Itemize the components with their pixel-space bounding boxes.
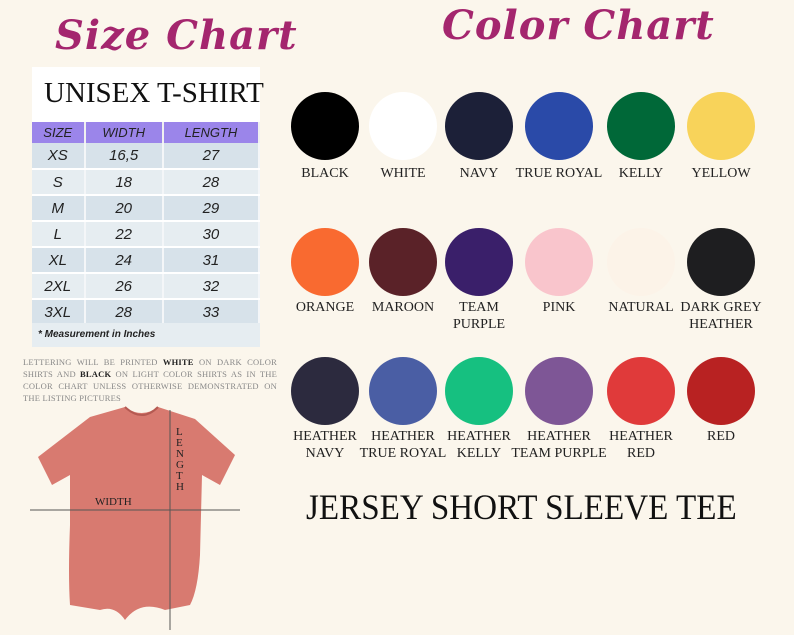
color-swatch (525, 228, 593, 296)
size-cell: 22 (84, 221, 164, 248)
notice-text: ON DARK COLOR SHIRTS AND (23, 357, 277, 379)
header-length: LENGTH (162, 122, 261, 143)
size-row: XS 16,5 27 (32, 143, 261, 170)
color-label: KELLY (618, 166, 664, 181)
color-swatch (369, 92, 437, 160)
color-swatch (445, 357, 513, 425)
size-cell: 2XL (32, 273, 86, 300)
color-label: TRUE ROYAL (515, 166, 603, 181)
size-cell: 28 (162, 169, 261, 196)
size-cell: 30 (162, 221, 261, 248)
size-cell: M (32, 195, 86, 222)
notice-text: LETTERING WILL BE PRINTED (23, 357, 163, 367)
size-cell: 32 (162, 273, 261, 300)
color-label: TEAM PURPLE (452, 300, 506, 332)
color-swatch (525, 357, 593, 425)
size-table-subtitle: UNISEX T-SHIRT (44, 77, 264, 109)
size-row: S 18 28 (32, 169, 261, 196)
size-cell: 20 (84, 195, 164, 222)
notice-text: ON LIGHT COLOR SHIRTS AS IN THE COLOR CH… (23, 369, 278, 403)
header-width: WIDTH (84, 122, 164, 143)
size-cell: 29 (162, 195, 261, 222)
size-cell: 28 (84, 299, 164, 326)
size-row: L 22 30 (32, 221, 261, 248)
color-swatch (607, 228, 675, 296)
size-table-panel: UNISEX T-SHIRT SIZE WIDTH LENGTH XS 16,5 2… (32, 67, 264, 347)
color-swatch (687, 92, 755, 160)
lettering-notice: LETTERING WILL BE PRINTED WHITE ON DARK … (23, 356, 277, 404)
color-label: NAVY (459, 166, 499, 181)
color-label: NATURAL (608, 300, 674, 315)
color-label: BLACK (301, 166, 349, 181)
size-row: 3XL 28 33 (32, 299, 261, 326)
color-swatch (607, 357, 675, 425)
size-cell: 33 (162, 299, 261, 326)
color-swatch (687, 357, 755, 425)
color-swatch (607, 92, 675, 160)
notice-black: BLACK (80, 369, 112, 379)
color-swatch (525, 92, 593, 160)
color-label: DARK GREY HEATHER (680, 300, 762, 332)
size-cell: 18 (84, 169, 164, 196)
width-label: WIDTH (95, 496, 132, 508)
size-chart-title: Size Chart (55, 12, 298, 59)
color-label: HEATHER TEAM PURPLE (511, 429, 607, 461)
color-label: RED (707, 429, 735, 444)
color-label: HEATHER NAVY (293, 429, 357, 461)
color-label: HEATHER RED (609, 429, 673, 461)
size-cell: 26 (84, 273, 164, 300)
size-row: 2XL 26 32 (32, 273, 261, 300)
size-cell: 31 (162, 247, 261, 274)
color-swatch (445, 92, 513, 160)
size-row: M 20 29 (32, 195, 261, 222)
color-label: PINK (542, 300, 576, 315)
color-label: WHITE (380, 166, 426, 181)
color-chart-title: Color Chart (442, 2, 715, 49)
color-swatch (291, 228, 359, 296)
color-label: HEATHER TRUE ROYAL (359, 429, 447, 461)
header-size: SIZE (32, 122, 86, 143)
color-swatch (445, 228, 513, 296)
size-cell: XL (32, 247, 86, 274)
color-swatch (291, 357, 359, 425)
color-swatch (291, 92, 359, 160)
color-label: ORANGE (295, 300, 355, 315)
color-label: HEATHER KELLY (447, 429, 511, 461)
size-cell: XS (32, 143, 86, 170)
size-cell: L (32, 221, 86, 248)
color-swatch (687, 228, 755, 296)
size-table: SIZE WIDTH LENGTH XS 16,5 27 S 18 28 M 20 29 L 22 3… (32, 122, 261, 326)
size-cell: 3XL (32, 299, 86, 326)
color-label: MAROON (371, 300, 435, 315)
notice-white: WHITE (162, 357, 194, 367)
size-row: XL 24 31 (32, 247, 261, 274)
color-label: YELLOW (691, 166, 751, 181)
size-cell: 27 (162, 143, 261, 170)
measurement-note: * Measurement in Inches (32, 323, 260, 347)
product-name: JERSEY SHORT SLEEVE TEE (306, 487, 737, 527)
size-cell: S (32, 169, 86, 196)
color-swatch (369, 228, 437, 296)
color-swatch (369, 357, 437, 425)
size-cell: 24 (84, 247, 164, 274)
size-cell: 16,5 (84, 143, 164, 170)
